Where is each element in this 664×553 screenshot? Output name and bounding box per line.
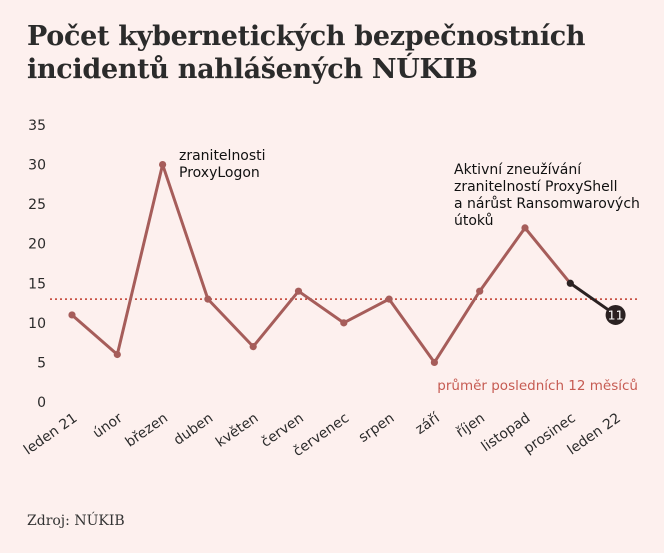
y-tick-label: 0 <box>37 395 46 411</box>
annotation-line: a nárůst Ransomwarových <box>454 196 640 212</box>
annotation-line: útoků <box>454 213 493 229</box>
data-points: 11 <box>68 160 626 367</box>
data-point <box>68 311 76 319</box>
chart-title: Počet kybernetických bezpečnostních inci… <box>27 21 586 85</box>
x-tick-label: říjen <box>453 410 488 441</box>
annotation-line: zranitelností ProxyShell <box>454 179 618 195</box>
annotation-text: zranitelnosti ProxyLogon <box>179 148 266 181</box>
data-point <box>521 224 529 232</box>
average-label: průměr posledních 12 měsíců <box>437 378 638 394</box>
data-point <box>385 295 393 303</box>
y-tick-label: 35 <box>28 118 46 134</box>
y-tick-label: 30 <box>28 158 46 174</box>
data-point <box>249 343 257 351</box>
annotation-text: Aktivní zneužívání zranitelností ProxyShe… <box>454 162 640 229</box>
y-axis: 0 5 10 15 20 25 30 35 <box>28 118 46 411</box>
annotations: zranitelnosti ProxyLogon Aktivní zneužíván… <box>179 148 640 229</box>
annotation-line: zranitelnosti <box>179 148 266 164</box>
x-tick-label: září <box>413 410 444 438</box>
data-point <box>159 160 167 169</box>
series-line <box>70 163 572 364</box>
highlight-point <box>605 304 626 325</box>
x-tick-label: březen <box>123 410 171 451</box>
x-tick-label: leden 21 <box>21 410 80 458</box>
y-tick-label: 10 <box>28 316 46 332</box>
data-point <box>566 279 574 287</box>
x-tick-label: květen <box>213 410 261 451</box>
data-point <box>204 295 212 303</box>
y-tick-label: 25 <box>28 197 46 213</box>
source-note: Zdroj: NÚKIB <box>27 513 125 529</box>
data-point <box>476 287 484 295</box>
highlight-label: 11 <box>608 307 624 322</box>
data-point <box>340 319 348 327</box>
y-tick-label: 5 <box>37 355 46 371</box>
y-tick-label: 20 <box>28 237 46 253</box>
annotation-line: Aktivní zneužívání <box>454 162 582 178</box>
annotation-line: ProxyLogon <box>179 165 260 181</box>
average-line-group: průměr posledních 12 měsíců <box>50 298 640 394</box>
data-point <box>430 358 438 367</box>
x-tick-label: duben <box>171 410 216 448</box>
x-tick-label: únor <box>90 410 126 442</box>
y-tick-label: 15 <box>28 276 46 292</box>
data-point <box>113 350 121 359</box>
data-point <box>294 287 303 295</box>
x-tick-label: srpen <box>356 410 397 446</box>
